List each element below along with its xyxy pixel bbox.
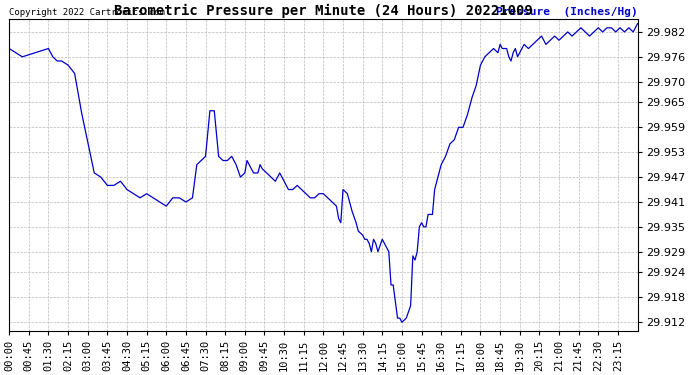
Text: Copyright 2022 Cartronics.com: Copyright 2022 Cartronics.com	[9, 8, 165, 17]
Text: Pressure  (Inches/Hg): Pressure (Inches/Hg)	[496, 7, 638, 17]
Title: Barometric Pressure per Minute (24 Hours) 20221009: Barometric Pressure per Minute (24 Hours…	[114, 4, 533, 18]
